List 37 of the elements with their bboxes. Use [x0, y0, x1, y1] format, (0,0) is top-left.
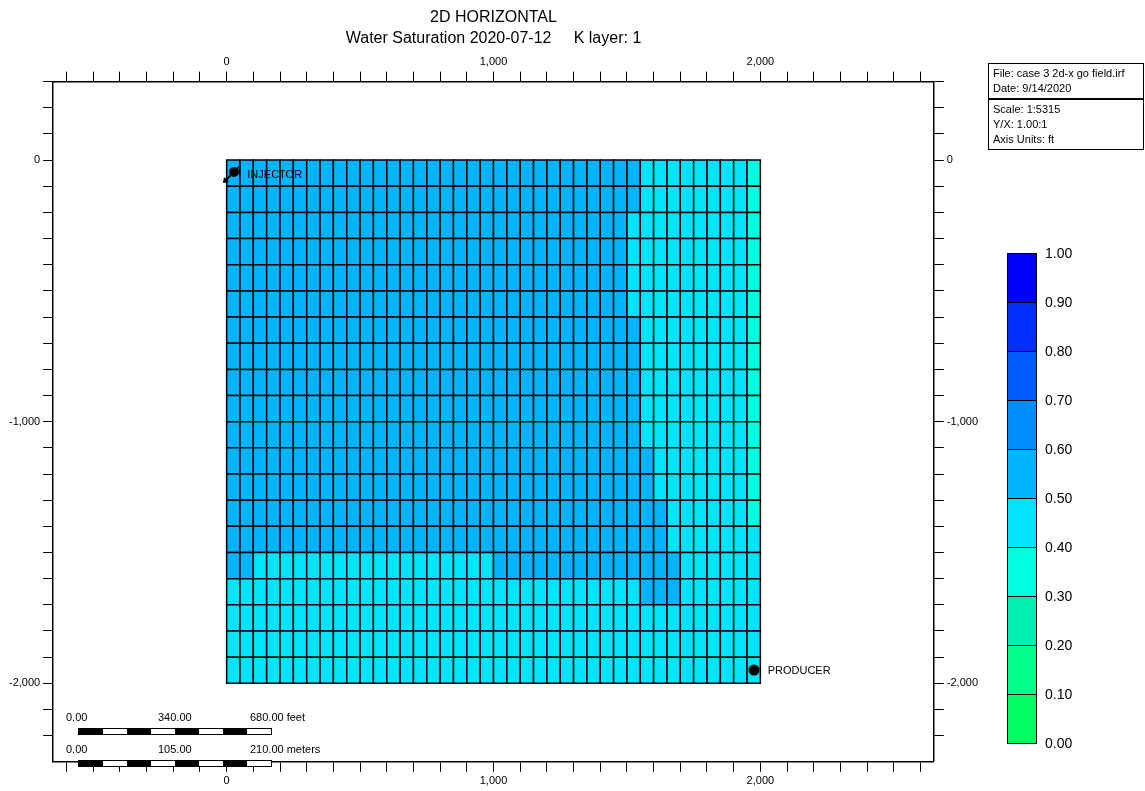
y-tick-label: -2,000 — [8, 676, 41, 689]
y2-tick-label: 0 — [946, 153, 953, 166]
annotation: 210.00 meters — [250, 743, 321, 755]
annotation: PRODUCER — [767, 664, 831, 677]
text: Date: 9/14/2020 — [993, 81, 1073, 96]
text: Axis Units: ft — [993, 132, 1056, 147]
x-tick-label: 2,000 — [746, 774, 775, 787]
y-tick-label: 0 — [34, 153, 41, 166]
color-bar-label: 0.50 — [1045, 490, 1073, 506]
color-bar-label: 0.30 — [1045, 588, 1073, 604]
y2-tick-label: -1,000 — [946, 414, 979, 427]
annotation: 105.00 — [158, 743, 192, 755]
text: File: case 3 2d-x go field.irf — [993, 66, 1126, 81]
annotation: 0.00 — [66, 743, 88, 755]
x-tick-label: 1,000 — [479, 774, 508, 787]
chart-subtitle: Water Saturation 2020-07-12 K layer: 1 — [345, 29, 642, 47]
color-bar-label: 0.20 — [1045, 637, 1073, 653]
y-tick-label: -1,000 — [8, 414, 41, 427]
y2-tick-label: -2,000 — [946, 676, 979, 689]
text: Y/X: 1.00:1 — [993, 117, 1049, 132]
annotation: 340.00 — [158, 711, 192, 723]
color-bar-label: 0.70 — [1045, 392, 1073, 408]
color-bar-label: 0.40 — [1045, 539, 1073, 555]
color-bar-label: 0.00 — [1045, 735, 1073, 751]
color-bar-label: 0.60 — [1045, 441, 1073, 457]
annotation: 0.00 — [66, 711, 88, 723]
color-bar-label: 0.90 — [1045, 294, 1073, 310]
text: Scale: 1:5315 — [993, 102, 1062, 117]
annotation: 680.00 feet — [250, 711, 306, 723]
color-bar-label: 0.10 — [1045, 686, 1073, 702]
x2-tick-label: 0 — [223, 55, 230, 68]
x2-tick-label: 1,000 — [479, 55, 508, 68]
color-bar-label: 0.80 — [1045, 343, 1073, 359]
x2-tick-label: 2,000 — [746, 55, 775, 68]
chart-title: 2D HORIZONTAL — [430, 8, 558, 26]
x-tick-label: 0 — [223, 774, 230, 787]
color-bar-label: 1.00 — [1045, 245, 1073, 261]
